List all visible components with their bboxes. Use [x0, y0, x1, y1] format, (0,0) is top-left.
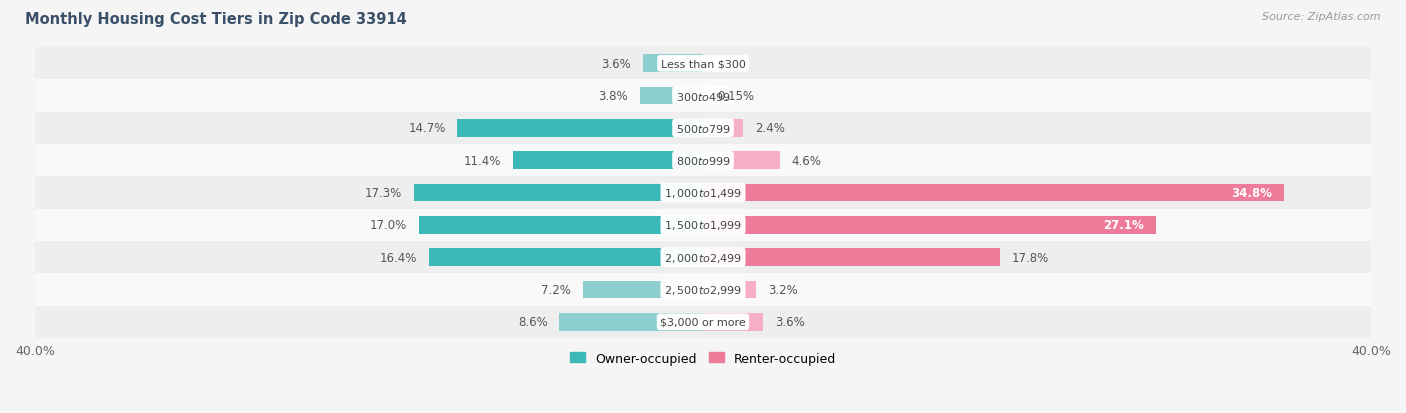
Bar	[35, 177, 1371, 209]
Text: 17.0%: 17.0%	[370, 219, 408, 232]
Text: Monthly Housing Cost Tiers in Zip Code 33914: Monthly Housing Cost Tiers in Zip Code 3…	[25, 12, 408, 27]
Text: 2.4%: 2.4%	[755, 122, 785, 135]
Bar	[582, 281, 703, 299]
Text: 4.6%: 4.6%	[792, 154, 821, 167]
Text: $500 to $799: $500 to $799	[675, 123, 731, 135]
Text: Less than $300: Less than $300	[661, 59, 745, 69]
Text: 27.1%: 27.1%	[1104, 219, 1144, 232]
Bar	[457, 120, 703, 138]
Text: 17.3%: 17.3%	[366, 187, 402, 199]
Text: 0.15%: 0.15%	[717, 90, 755, 103]
Bar	[703, 281, 756, 299]
Text: $3,000 or more: $3,000 or more	[661, 317, 745, 327]
Text: 3.6%: 3.6%	[602, 58, 631, 71]
Bar	[35, 112, 1371, 145]
Bar	[35, 209, 1371, 242]
Bar	[703, 120, 744, 138]
Text: 14.7%: 14.7%	[408, 122, 446, 135]
Text: 16.4%: 16.4%	[380, 251, 418, 264]
Text: 7.2%: 7.2%	[541, 283, 571, 296]
Text: $2,500 to $2,999: $2,500 to $2,999	[664, 283, 742, 296]
Text: $800 to $999: $800 to $999	[675, 155, 731, 167]
Bar	[703, 216, 1156, 234]
Bar	[35, 274, 1371, 306]
Bar	[35, 80, 1371, 112]
Bar	[513, 152, 703, 170]
Bar	[35, 48, 1371, 80]
Text: $2,000 to $2,499: $2,000 to $2,499	[664, 251, 742, 264]
Text: 17.8%: 17.8%	[1012, 251, 1049, 264]
Text: 8.6%: 8.6%	[517, 316, 548, 328]
Bar	[640, 88, 703, 105]
Bar	[560, 313, 703, 331]
Bar	[429, 249, 703, 266]
Bar	[419, 216, 703, 234]
Bar	[35, 306, 1371, 338]
Bar	[643, 55, 703, 73]
Text: $1,500 to $1,999: $1,500 to $1,999	[664, 219, 742, 232]
Bar	[35, 145, 1371, 177]
Text: 3.2%: 3.2%	[768, 283, 797, 296]
Legend: Owner-occupied, Renter-occupied: Owner-occupied, Renter-occupied	[565, 347, 841, 370]
Bar	[703, 184, 1284, 202]
Bar	[413, 184, 703, 202]
Text: 3.8%: 3.8%	[598, 90, 628, 103]
Text: 34.8%: 34.8%	[1232, 187, 1272, 199]
Bar	[703, 88, 706, 105]
Text: $1,000 to $1,499: $1,000 to $1,499	[664, 187, 742, 199]
Text: Source: ZipAtlas.com: Source: ZipAtlas.com	[1263, 12, 1381, 22]
Bar	[35, 242, 1371, 274]
Text: 3.6%: 3.6%	[775, 316, 804, 328]
Bar	[703, 152, 780, 170]
Bar	[703, 313, 763, 331]
Bar	[703, 249, 1000, 266]
Text: 11.4%: 11.4%	[464, 154, 501, 167]
Text: $300 to $499: $300 to $499	[675, 90, 731, 102]
